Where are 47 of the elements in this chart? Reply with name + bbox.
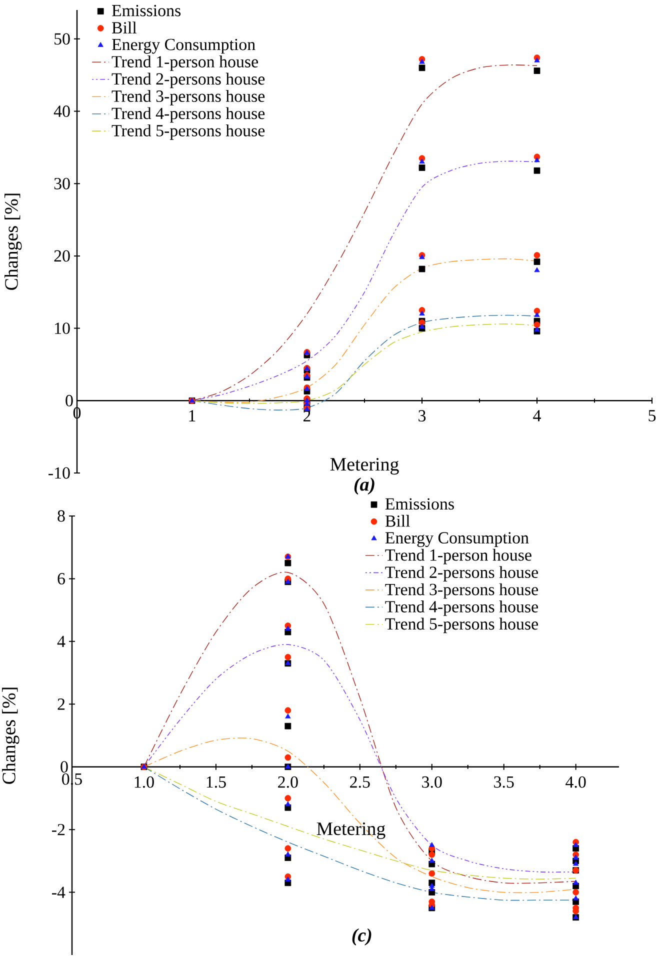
x-tick-label: 3.0 — [422, 776, 442, 788]
y-tick-label: -10 — [48, 467, 70, 479]
legend-label: Trend 3-persons house — [385, 583, 538, 599]
legend-label: Trend 3-persons house — [112, 90, 265, 106]
x-axis-title: Metering — [316, 822, 386, 840]
legend-label: Trend 4-persons house — [112, 107, 265, 123]
y-tick-label: 40 — [54, 106, 70, 117]
x-tick-label: 1.0 — [134, 776, 154, 788]
y-tick-label: 8 — [58, 510, 65, 522]
legend-label: Trend 4-persons house — [385, 600, 538, 616]
legend-label: Trend 5-persons house — [385, 618, 538, 634]
legend-label: Bill — [112, 22, 137, 34]
y-axis-title: Changes [%] — [2, 688, 20, 784]
y-tick-label: 0 — [60, 761, 68, 773]
y-tick-label: 50 — [54, 33, 70, 45]
text: (a) — [354, 477, 374, 495]
legend-label: Trend 1-person house — [112, 56, 258, 71]
x-tick-label: 1.5 — [206, 776, 226, 788]
y-tick-label: 30 — [54, 178, 70, 190]
legend-label: Trend 2-persons house — [385, 566, 538, 582]
legend-label: Emissions — [385, 498, 454, 510]
x-tick-label: 4.0 — [566, 776, 586, 788]
text: (c) — [352, 928, 372, 946]
y-tick-label: 2 — [58, 698, 65, 710]
y-axis-title: Changes [%] — [4, 194, 22, 290]
x-tick-label: 3 — [418, 410, 426, 422]
y-tick-label: -2 — [52, 824, 65, 836]
x-tick-label: 1 — [189, 410, 196, 422]
y-tick-label: 10 — [55, 322, 70, 334]
legend-label: Trend 1-person house — [385, 548, 532, 564]
legend-label: Energy Consumption — [112, 38, 256, 54]
legend-label: Emissions — [112, 4, 181, 16]
y-tick-label: -4 — [52, 886, 66, 898]
x-tick-label: 3.5 — [494, 776, 514, 788]
y-tick-label: 0 — [66, 394, 73, 406]
legend-label: Bill — [385, 514, 410, 527]
x-tick-label: 2.5 — [350, 776, 370, 788]
y-tick-label: 20 — [54, 250, 70, 262]
x-tick-label: 2.0 — [278, 776, 298, 788]
y-tick-label: 4 — [57, 636, 66, 648]
legend-label: Trend 2-persons house — [112, 72, 265, 88]
x-axis-title: Metering — [330, 458, 399, 475]
x-tick-label: 5 — [648, 410, 656, 422]
legend-label: Trend 5-persons house — [112, 124, 265, 140]
legend-label: Energy Consumption — [385, 532, 529, 548]
x-tick-label: 4 — [533, 410, 541, 422]
y-tick-label: 6 — [58, 573, 65, 584]
